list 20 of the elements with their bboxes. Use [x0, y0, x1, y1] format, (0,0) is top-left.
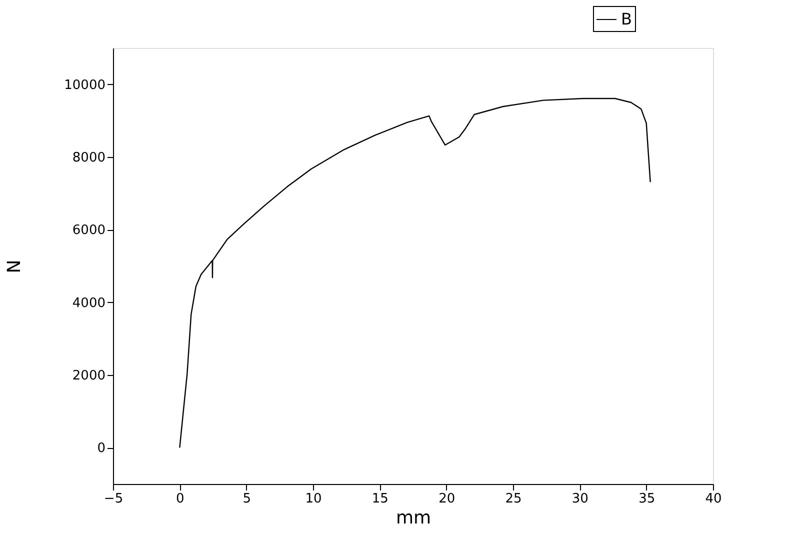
x-tick-label: 35	[638, 492, 656, 506]
y-tick-label: 8000	[72, 150, 106, 166]
x-tick-label: 40	[705, 492, 722, 506]
line-series	[179, 98, 651, 448]
y-tick-label: 6000	[72, 223, 106, 238]
y-axis-title: N	[4, 260, 26, 274]
y-tick-label: 4000	[72, 296, 106, 311]
y-tick-label: 0	[97, 441, 106, 456]
x-tick-label: −5	[104, 492, 124, 506]
x-tick-label: 0	[176, 492, 184, 506]
x-tick-label: 15	[372, 492, 388, 506]
y-tick-label: 2000	[72, 368, 106, 384]
y-tick-label: 10000	[64, 78, 106, 93]
x-tick-label: 20	[438, 492, 456, 506]
x-tick-label: 25	[505, 492, 522, 506]
x-axis-title: mm	[396, 508, 432, 528]
x-tick-label: 30	[572, 492, 588, 506]
x-tick-label: 5	[242, 492, 251, 506]
x-tick-label: 10	[305, 492, 322, 506]
legend-label: B	[621, 10, 632, 28]
